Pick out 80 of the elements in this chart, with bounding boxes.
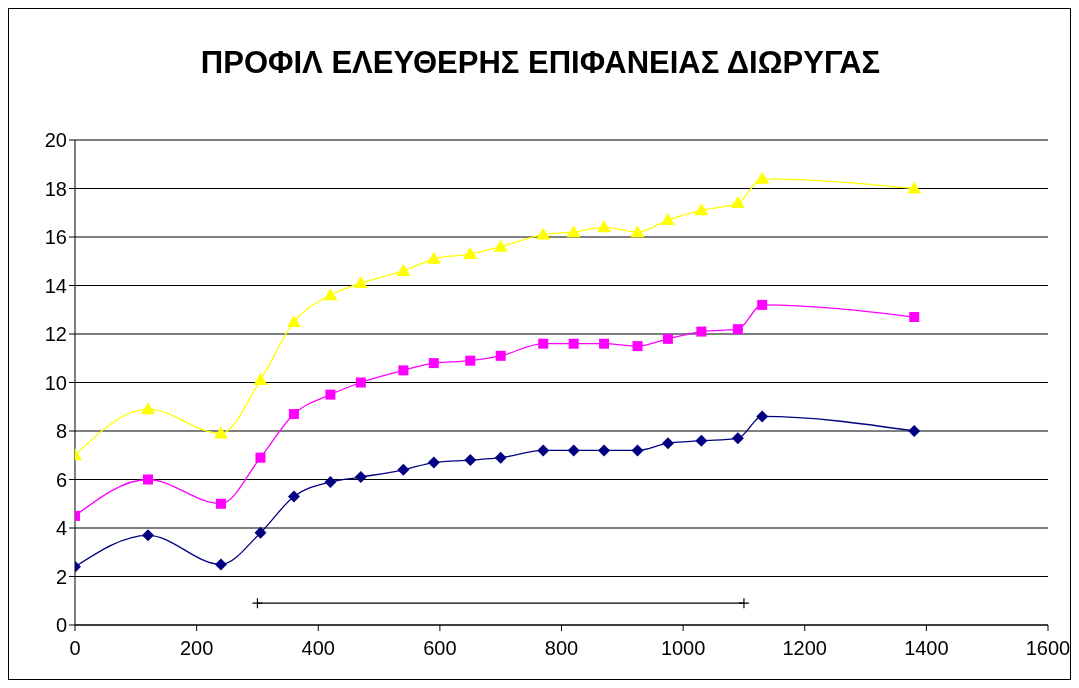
point <box>140 402 155 415</box>
point <box>428 358 439 369</box>
x-tick-label: 600 <box>423 637 457 660</box>
x-tick-label: 400 <box>301 637 335 660</box>
point <box>696 326 707 337</box>
point <box>398 365 409 376</box>
y-tick-label: 2 <box>55 565 67 588</box>
point <box>355 377 366 388</box>
point <box>495 350 506 361</box>
y-tick-label: 18 <box>44 177 67 200</box>
y-tick-label: 16 <box>44 226 67 249</box>
point <box>660 213 675 226</box>
point <box>597 220 612 233</box>
point <box>732 324 743 335</box>
point <box>908 425 921 437</box>
y-tick-label: 20 <box>44 129 67 152</box>
point <box>738 597 750 609</box>
point <box>251 597 264 609</box>
y-tick-label: 8 <box>55 420 67 443</box>
point <box>661 437 674 450</box>
point <box>141 529 154 542</box>
point <box>537 444 550 457</box>
chart-title: ΠΡΟΦΙΛ ΕΛΕΥΘΕΡΗΣ ΕΠΙΦΑΝΕΙΑΣ ΔΙΩΡΥΓΑΣ <box>199 45 882 81</box>
point <box>286 314 301 327</box>
point <box>397 463 410 476</box>
point <box>465 355 476 366</box>
y-tick-label: 10 <box>44 371 67 394</box>
point <box>694 203 709 216</box>
point <box>325 389 336 400</box>
point <box>730 196 745 209</box>
point <box>323 288 338 301</box>
x-tick-label: 200 <box>179 637 214 660</box>
point <box>536 227 551 240</box>
point <box>757 299 768 310</box>
point <box>909 312 920 323</box>
y-tick-label: 12 <box>44 323 67 346</box>
point <box>907 181 922 194</box>
point <box>396 263 411 276</box>
point <box>493 239 508 252</box>
point <box>731 432 744 445</box>
x-tick-label: 1000 <box>660 637 706 660</box>
point <box>538 338 549 349</box>
point <box>494 451 507 464</box>
point <box>599 338 610 349</box>
point <box>324 475 337 488</box>
point <box>426 251 441 264</box>
point <box>214 558 227 571</box>
point <box>354 471 367 484</box>
point <box>254 526 267 539</box>
point <box>463 246 478 259</box>
y-tick-label: 4 <box>55 517 67 540</box>
point <box>287 490 300 503</box>
point <box>255 452 266 463</box>
x-tick-label: 1400 <box>904 637 949 660</box>
point <box>427 456 440 469</box>
point <box>662 333 673 344</box>
point <box>755 171 770 184</box>
y-tick-label: 0 <box>55 614 67 637</box>
point <box>213 426 228 439</box>
point <box>215 498 226 509</box>
y-tick-label: 6 <box>55 468 67 491</box>
point <box>632 341 643 352</box>
point <box>253 373 268 386</box>
point <box>567 444 580 457</box>
y-tick-label: 14 <box>44 274 67 297</box>
x-tick-label: 800 <box>544 637 579 660</box>
point <box>630 225 645 238</box>
x-tick-label: 0 <box>69 637 81 660</box>
point <box>142 474 153 485</box>
point <box>464 454 477 467</box>
point <box>568 338 579 349</box>
point <box>631 444 644 457</box>
point <box>598 444 611 457</box>
point <box>756 410 769 423</box>
point <box>566 225 581 238</box>
point <box>288 409 299 420</box>
point <box>695 434 708 447</box>
x-tick-label: 1200 <box>782 637 827 660</box>
x-tick-label: 1600 <box>1025 637 1071 660</box>
point <box>353 276 368 289</box>
